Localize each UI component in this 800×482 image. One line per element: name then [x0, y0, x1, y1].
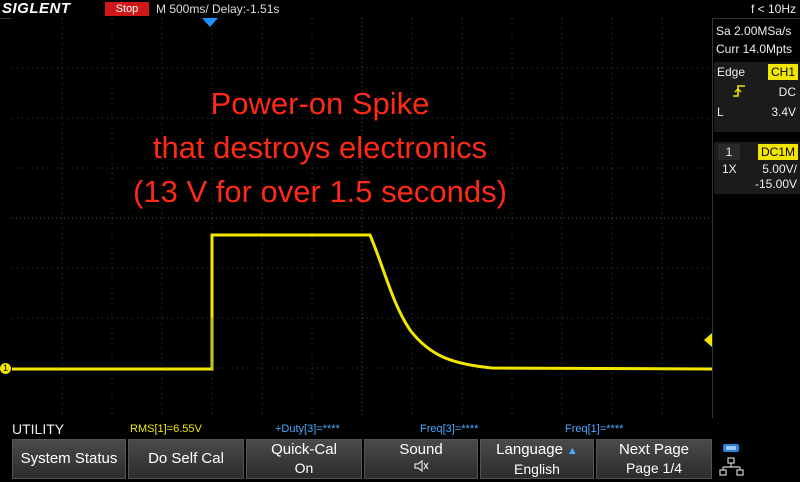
sound-label: Sound: [399, 441, 443, 458]
brand-logo: SIGLENT: [2, 0, 71, 17]
trigger-level-value: 3.4V: [771, 105, 796, 119]
freq1-measurement: Freq[1]=****: [565, 423, 624, 435]
channel1-panel[interactable]: 1 DC1M 1X 5.00V/ -15.00V: [714, 142, 800, 194]
annotation-line-1: Power-on Spike: [210, 86, 430, 121]
speaker-icon: [365, 459, 477, 477]
language-label: Language: [496, 440, 563, 458]
sound-button[interactable]: Sound: [364, 439, 478, 479]
channel1-marker-label: 1: [2, 363, 8, 373]
trigger-level-marker: [704, 333, 712, 347]
channel1-ground-marker[interactable]: 1: [0, 363, 11, 374]
system-status-button[interactable]: System Status: [12, 439, 126, 479]
vertical-offset: -15.00V: [754, 177, 797, 191]
do-self-cal-label: Do Self Cal: [148, 450, 224, 467]
vertical-scale: 5.00V/: [762, 162, 797, 176]
rms-measurement: RMS[1]=6.55V: [130, 423, 202, 435]
trigger-level-label: L: [717, 105, 724, 119]
connectivity-icons: [718, 441, 748, 477]
annotation-line-3: (13 V for over 1.5 seconds): [133, 174, 507, 209]
trigger-frequency-readout: f < 10Hz: [750, 2, 796, 16]
trigger-coupling: DC: [778, 85, 796, 99]
freq3-measurement: Freq[3]=****: [420, 423, 479, 435]
channel-number: 1: [718, 144, 740, 160]
sample-rate: Sa 2.00MSa/s: [716, 24, 792, 38]
probe-attenuation: 1X: [722, 162, 737, 176]
trigger-type: Edge: [717, 65, 746, 79]
rising-edge-icon: [732, 84, 746, 104]
do-self-cal-button[interactable]: Do Self Cal: [128, 439, 244, 479]
annotation-text: Power-on Spike that destroys electronics…: [70, 82, 570, 214]
next-page-label: Next Page: [618, 441, 690, 458]
duty-measurement: +Duty[3]=****: [275, 423, 340, 435]
trigger-source-badge: CH1: [767, 64, 798, 80]
quick-cal-state: On: [294, 460, 314, 476]
channel-coupling-badge: DC1M: [757, 144, 798, 160]
page-indicator: Page 1/4: [625, 460, 683, 476]
language-value: English: [514, 460, 560, 477]
language-button[interactable]: Language ▲ English: [480, 439, 594, 479]
up-arrow-icon: ▲: [566, 444, 578, 457]
waveform-display[interactable]: [12, 18, 713, 418]
usb-icon: [723, 444, 739, 452]
next-page-button[interactable]: Next Page Page 1/4: [596, 439, 712, 479]
annotation-line-2: that destroys electronics: [152, 130, 488, 165]
timebase-readout: M 500ms/ Delay:-1.51s: [156, 2, 280, 16]
trigger-panel[interactable]: Edge CH1 DC L 3.4V: [714, 62, 800, 132]
waveform-grid: [12, 18, 712, 418]
status-bar: SIGLENT Stop M 500ms/ Delay:-1.51s f < 1…: [0, 0, 800, 19]
channel1-trace: [12, 233, 712, 371]
quick-cal-label: Quick-Cal: [271, 441, 337, 458]
quick-cal-button[interactable]: Quick-Cal On: [246, 439, 362, 479]
network-icon: [719, 457, 744, 476]
run-state-badge[interactable]: Stop: [105, 2, 149, 16]
trigger-position-marker: [202, 18, 218, 27]
softkey-row: System Status Do Self Cal Quick-Cal On S…: [0, 438, 800, 480]
menu-title: UTILITY: [12, 421, 65, 437]
memory-depth: Curr 14.0Mpts: [716, 42, 793, 56]
system-status-label: System Status: [20, 450, 118, 467]
acquisition-panel[interactable]: Sa 2.00MSa/s Curr 14.0Mpts: [714, 22, 800, 58]
measurement-bar: UTILITY RMS[1]=6.55V +Duty[3]=**** Freq[…: [0, 419, 800, 437]
